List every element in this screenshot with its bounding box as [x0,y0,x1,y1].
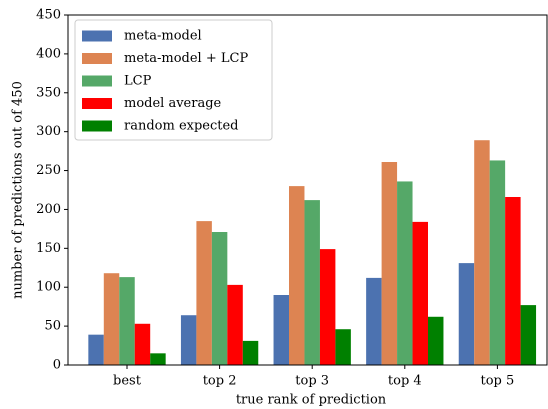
x-tick-label: top 5 [481,374,515,389]
y-tick-label: 200 [36,202,61,217]
y-tick-label: 400 [36,46,61,61]
bar [273,295,290,365]
bar [505,197,521,365]
legend-swatch [82,30,112,42]
y-tick-label: 50 [44,319,61,334]
bar [319,249,336,365]
bar [211,232,228,365]
legend-swatch [82,120,112,132]
bar [150,353,166,365]
legend-swatch [82,98,112,109]
y-tick-label: 350 [36,85,61,100]
bar [412,221,428,365]
bar [520,305,537,365]
y-tick-label: 100 [36,280,61,295]
bar [489,160,506,365]
bar [227,284,243,365]
y-tick-label: 0 [53,358,61,373]
bar [458,263,475,365]
bar [474,140,490,365]
bar [196,221,212,365]
legend-frame [74,19,273,141]
bar [381,162,398,365]
axes-frame [67,14,548,366]
bar [304,200,320,365]
y-axis-label: number of predictions out of 450 [11,81,26,299]
y-tick-label: 450 [36,8,61,23]
legend-label: random expected [124,119,239,134]
x-tick-label: top 3 [295,374,329,389]
legend-label: model average [124,96,222,111]
bar [242,340,259,365]
y-tick-label: 150 [36,241,61,256]
y-tick-label: 250 [36,163,61,178]
x-tick-label: best [113,374,142,389]
bar [134,323,151,365]
bar [397,181,413,365]
x-axis-label: true rank of prediction [236,393,387,408]
bar [103,273,120,365]
y-tick-label: 300 [36,124,61,139]
bar [366,277,382,365]
legend-swatch [82,75,112,87]
legend-label: LCP [124,74,152,89]
legend-label: meta-model + LCP [124,51,248,66]
bar [88,334,104,365]
bar [289,186,305,365]
x-tick-label: top 2 [203,374,237,389]
bar [119,277,135,365]
x-tick-label: top 4 [388,374,422,389]
legend-swatch [82,53,112,64]
legend-label: meta-model [124,29,202,44]
bar [180,315,197,365]
bar [427,316,444,365]
bar [335,329,351,365]
